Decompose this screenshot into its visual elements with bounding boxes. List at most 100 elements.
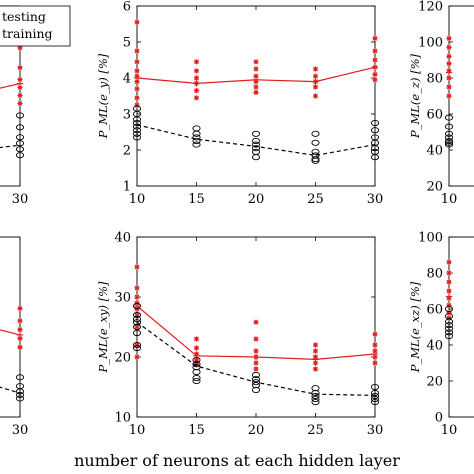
x-tick-label: 25 [307,423,324,438]
x-tick-label: 25 [307,192,324,207]
data-point [17,65,23,71]
legend: testing training [0,5,71,47]
data-point [446,270,452,276]
x-tick-label: 30 [367,423,384,438]
data-point [17,318,23,324]
data-point [446,295,452,301]
legend-box [0,5,71,47]
data-point [192,374,201,382]
data-point [446,259,452,265]
data-point [17,335,23,342]
data-point [370,383,380,391]
data-point [251,154,261,161]
data-point [312,79,319,85]
data-point [17,100,23,107]
y-axis-label: P_ML(e_xz) [%] [408,281,422,373]
data-point [134,79,140,85]
data-point [15,152,25,159]
data-point [444,318,454,325]
data-point [134,73,140,79]
y-tick-label: 80 [426,72,443,87]
data-point [446,61,452,67]
data-point [312,366,319,372]
mean-line [0,82,21,89]
data-point [193,351,200,357]
data-point [15,146,25,153]
data-point [370,154,380,161]
data-point [251,376,261,383]
y-tick-label: 40 [426,144,443,159]
data-point [372,354,378,360]
data-point [134,264,140,270]
data-point [132,134,142,141]
series-testing [445,35,453,99]
data-point [253,336,259,342]
data-point [253,366,259,372]
data-point [446,44,452,50]
data-point [17,84,23,91]
data-point [193,68,200,74]
data-point [372,57,378,63]
axes-box [448,236,474,418]
data-point [15,112,25,119]
y-axis-label: P_ML(e_xy) [%] [96,281,110,373]
data-point [253,59,259,65]
data-point [251,379,261,386]
data-point [251,141,261,148]
data-point [370,395,380,403]
data-point [17,92,23,99]
data-point [444,305,454,313]
data-point [134,312,140,318]
legend-label-testing: testing [2,9,46,24]
data-point [444,137,454,145]
subplot-5: 10 15 20 25 30 10 20 30 40 P_ML(e_xy) [%] [96,231,383,439]
data-point [253,66,259,72]
data-point [134,48,140,54]
data-point [446,84,452,90]
y-tick-label: 60 [426,108,443,123]
data-point [444,114,454,121]
data-point [251,148,261,155]
data-point [370,389,380,397]
y-axis-label: P_ML(e_y) [%] [96,53,110,139]
data-point [15,374,25,381]
data-point [446,315,452,321]
data-point [370,398,380,406]
data-point [132,341,142,349]
data-point [193,336,200,342]
y-tick-label: 0 [435,411,443,426]
data-point [312,342,319,348]
data-point [253,73,259,79]
y-tick-label: 20 [426,180,443,195]
data-point [17,45,23,51]
mean-line [0,144,21,149]
data-point [17,344,23,350]
y-tick-label: 1 [123,180,131,195]
data-point [193,95,200,101]
data-point [193,88,200,94]
x-tick-label: 30 [12,192,29,207]
data-point [132,311,142,319]
data-point [311,392,320,400]
data-point [193,345,200,351]
data-point [446,68,452,74]
data-point [446,279,452,285]
data-point [15,124,25,131]
data-point [134,294,140,300]
data-point [192,134,201,141]
data-point [311,139,320,146]
data-point [192,377,201,385]
y-tick-label: 10 [114,411,131,426]
axes-box [136,5,376,187]
y-tick-label: 80 [426,267,443,282]
data-point [251,137,261,145]
data-point [312,84,319,90]
data-point [253,79,259,85]
data-point [372,342,378,348]
data-point [311,398,320,406]
series-testing [133,264,379,372]
data-point [251,386,261,394]
data-point [444,322,454,329]
data-point [192,141,201,148]
